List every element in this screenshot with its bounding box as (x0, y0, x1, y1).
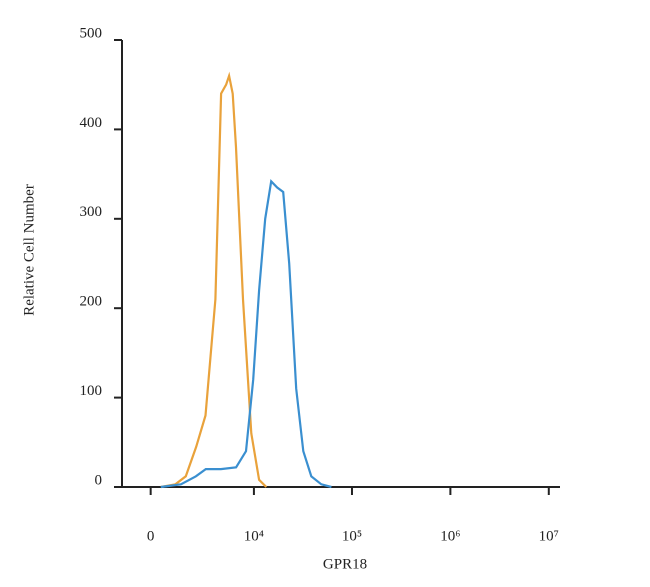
y-tick-label: 300 (80, 204, 103, 220)
x-tick-label: 0 (147, 528, 155, 544)
x-tick-label: 10⁶ (440, 528, 460, 544)
x-tick-label: 10⁴ (244, 528, 264, 544)
y-tick-label: 100 (80, 383, 103, 399)
y-tick-label: 0 (95, 472, 103, 488)
x-tick-label: 10⁵ (342, 528, 362, 544)
y-tick-label: 500 (80, 25, 103, 41)
series-line (160, 178, 332, 489)
x-axis-title: GPR18 (323, 556, 367, 572)
y-tick-label: 200 (80, 294, 103, 310)
series-line (160, 71, 268, 489)
y-tick-label: 400 (80, 115, 103, 131)
x-tick-label: 10⁷ (539, 528, 559, 544)
y-axis-title: Relative Cell Number (21, 184, 37, 316)
